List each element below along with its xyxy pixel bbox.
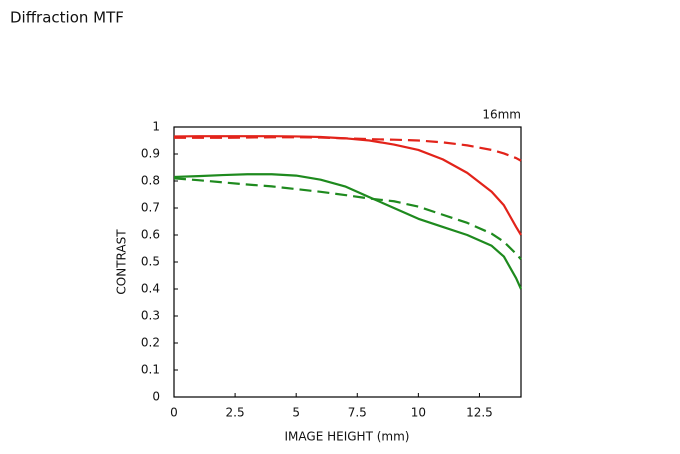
y-tick-label: 0.3 [141,309,160,323]
annotation: 16mm [482,108,521,122]
plot-frame [173,126,522,398]
y-tick-label: 0.4 [141,282,160,296]
y-tick-label: 0.1 [141,363,160,377]
y-axis-label: CONTRAST [115,229,129,295]
chart-title: Diffraction MTF [10,9,124,27]
y-tick-label: 0.5 [141,255,160,269]
series-line [173,177,522,261]
y-tick-label: 0.7 [141,201,160,215]
y-tick-label: 0.6 [141,228,160,242]
y-tick-label: 1 [152,120,160,134]
y-tick-label: 0.9 [141,147,160,161]
x-tick-label: 5 [292,406,300,420]
x-tick-label: 7.5 [348,406,367,420]
series-line [173,173,523,290]
y-tick-label: 0 [152,390,160,404]
x-tick-label: 0 [170,406,178,420]
y-tick-label: 0.8 [141,174,160,188]
x-tick-label: 12.5 [466,406,493,420]
x-axis-label: IMAGE HEIGHT (mm) [285,430,410,444]
series-line [174,136,522,162]
series-line [173,135,522,236]
y-tick-label: 0.2 [141,336,160,350]
x-tick-label: 2.5 [226,406,245,420]
x-tick-label: 10 [411,406,426,420]
